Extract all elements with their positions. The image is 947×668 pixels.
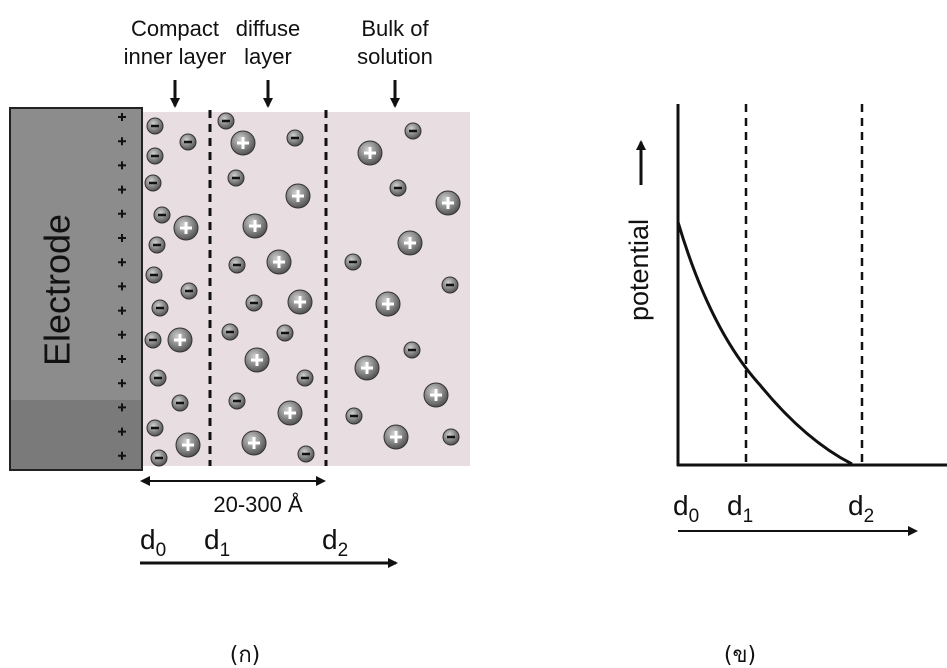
cation-sign — [430, 389, 442, 401]
layer-label: solution — [357, 44, 433, 69]
cation-sign — [404, 237, 416, 249]
distance-sub: 0 — [156, 540, 167, 561]
cation-sign — [273, 256, 285, 268]
cation-sign — [284, 407, 296, 419]
cation-sign — [442, 197, 454, 209]
distance-main: d — [204, 524, 220, 555]
distance-label: d2 — [322, 524, 348, 561]
cation-sign — [361, 362, 373, 374]
distance-label: d0 — [673, 490, 699, 527]
distance-sub: 2 — [338, 540, 349, 561]
right-panel: potential d0 d1 d2 (ข) — [624, 104, 947, 668]
distance-main: d — [140, 524, 156, 555]
distance-main: d — [848, 490, 864, 521]
cation-sign — [249, 220, 261, 232]
caption: (ข) — [724, 643, 756, 668]
distance-sub: 1 — [743, 506, 754, 527]
surface-charge — [118, 185, 126, 194]
distance-label: d1 — [727, 490, 753, 527]
distance-label: d0 — [140, 524, 166, 561]
left-panel: Electrode Compact inner layer diffuse layer… — [9, 16, 470, 668]
surface-charge — [118, 403, 126, 412]
surface-charge — [118, 355, 126, 363]
distance-main: d — [727, 490, 743, 521]
layer-labels: Compact inner layer diffuse layer Bulk of sol… — [124, 16, 433, 108]
thickness-label: 20-300 Å — [213, 492, 303, 517]
electrode-shade — [11, 400, 141, 469]
caption: (ก) — [230, 643, 261, 668]
cation-sign — [174, 334, 186, 346]
potential-curve — [676, 221, 853, 466]
surface-charge — [118, 161, 126, 170]
ions — [118, 112, 461, 467]
layer-label: inner layer — [124, 44, 227, 69]
surface-charge — [118, 306, 126, 315]
y-axis-label: potential — [624, 219, 654, 321]
surface-charge — [118, 282, 126, 291]
distance-main: d — [673, 490, 689, 521]
cation-sign — [294, 296, 306, 308]
cation-sign — [182, 439, 194, 451]
cation-sign — [248, 437, 260, 449]
distance-sub: 1 — [220, 540, 231, 561]
distance-labels: d0 d1 d2 — [673, 490, 874, 527]
distance-sub: 2 — [864, 506, 875, 527]
surface-charge — [118, 451, 126, 460]
distance-label: d1 — [204, 524, 230, 561]
distance-labels: d0 d1 d2 — [140, 524, 348, 561]
layer-label: layer — [244, 44, 292, 69]
layer-label: Bulk of — [361, 16, 429, 41]
distance-sub: 0 — [689, 506, 700, 527]
surface-charge — [118, 209, 126, 218]
distance-label: d2 — [848, 490, 874, 527]
cation-sign — [180, 222, 192, 234]
surface-charge — [118, 137, 126, 146]
surface-charge — [118, 258, 126, 267]
surface-charge — [118, 330, 126, 339]
electrode-label: Electrode — [37, 214, 78, 366]
surface-charge — [118, 113, 126, 121]
cation-sign — [251, 354, 263, 366]
cation-sign — [364, 147, 376, 159]
cation-sign — [382, 298, 394, 310]
surface-charge — [118, 379, 126, 388]
cation-sign — [390, 431, 402, 443]
layer-label: diffuse — [236, 16, 300, 41]
surface-charge — [118, 427, 126, 436]
distance-main: d — [322, 524, 338, 555]
surface-charge — [118, 234, 126, 242]
cation-sign — [292, 190, 304, 202]
cation-sign — [237, 137, 249, 149]
layer-label: Compact — [131, 16, 219, 41]
